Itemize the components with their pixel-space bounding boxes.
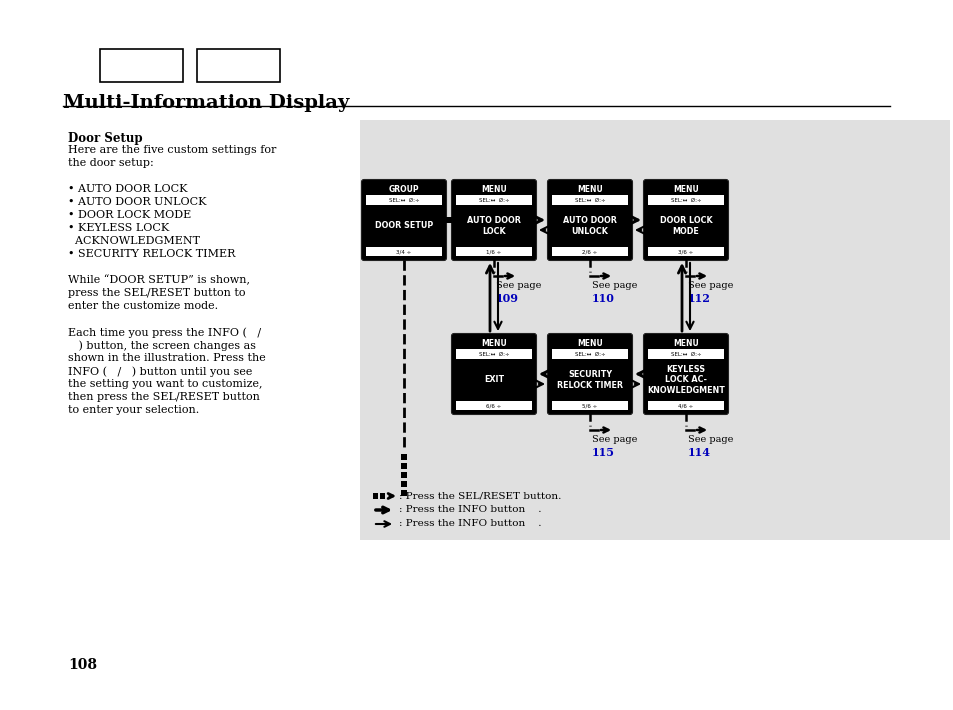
Text: See page: See page — [496, 281, 540, 290]
FancyBboxPatch shape — [451, 180, 536, 261]
Bar — [647, 195, 723, 205]
Bar — [400, 490, 407, 496]
Text: 108: 108 — [68, 658, 97, 672]
Bar — [196, 49, 280, 82]
Text: ) button, the screen changes as: ) button, the screen changes as — [68, 340, 255, 351]
Text: 115: 115 — [592, 447, 615, 458]
Bar — [454, 217, 459, 223]
Bar — [400, 454, 407, 460]
Text: press the SEL/RESET button to: press the SEL/RESET button to — [68, 288, 245, 298]
Text: SEL:↔  Ø:÷: SEL:↔ Ø:÷ — [478, 351, 509, 356]
Bar — [400, 472, 407, 478]
Text: • AUTO DOOR UNLOCK: • AUTO DOOR UNLOCK — [68, 197, 206, 207]
Text: SEL:↔  Ø:÷: SEL:↔ Ø:÷ — [574, 351, 604, 356]
Text: See page: See page — [592, 281, 637, 290]
Text: See page: See page — [592, 435, 637, 444]
Text: 5/6 ÷: 5/6 ÷ — [581, 403, 597, 408]
Text: : Press the SEL/RESET button.: : Press the SEL/RESET button. — [398, 491, 560, 501]
Bar — [647, 349, 723, 359]
Bar — [456, 195, 532, 205]
Text: MENU: MENU — [673, 339, 699, 348]
Bar — [647, 401, 723, 410]
Text: 2/6 ÷: 2/6 ÷ — [581, 249, 597, 254]
Text: enter the customize mode.: enter the customize mode. — [68, 301, 218, 311]
Bar — [647, 247, 723, 256]
Text: 114: 114 — [687, 447, 710, 458]
Text: While “DOOR SETUP” is shown,: While “DOOR SETUP” is shown, — [68, 275, 250, 285]
Text: 109: 109 — [496, 293, 518, 304]
Text: shown in the illustration. Press the: shown in the illustration. Press the — [68, 353, 266, 363]
FancyBboxPatch shape — [643, 180, 728, 261]
Bar — [552, 195, 627, 205]
Text: MENU: MENU — [577, 339, 602, 348]
Text: • KEYLESS LOCK: • KEYLESS LOCK — [68, 223, 169, 233]
Text: Multi-Information Display: Multi-Information Display — [63, 94, 349, 112]
Bar — [379, 493, 385, 499]
Text: AUTO DOOR
LOCK: AUTO DOOR LOCK — [467, 217, 520, 236]
Text: 1/6 ÷: 1/6 ÷ — [486, 249, 501, 254]
Text: AUTO DOOR
UNLOCK: AUTO DOOR UNLOCK — [562, 217, 617, 236]
Text: Door Setup: Door Setup — [68, 132, 143, 145]
Bar — [456, 247, 532, 256]
Bar — [100, 49, 183, 82]
Text: SEL:↔  Ø:÷: SEL:↔ Ø:÷ — [388, 197, 419, 202]
Text: SEL:↔  Ø:÷: SEL:↔ Ø:÷ — [574, 197, 604, 202]
Text: 4/6 ÷: 4/6 ÷ — [678, 403, 693, 408]
Bar — [366, 247, 441, 256]
Bar — [456, 401, 532, 410]
Bar — [359, 120, 949, 540]
Text: the door setup:: the door setup: — [68, 158, 153, 168]
Text: 3/4 ÷: 3/4 ÷ — [395, 249, 411, 254]
Bar — [552, 247, 627, 256]
FancyBboxPatch shape — [547, 180, 632, 261]
Text: DOOR SETUP: DOOR SETUP — [375, 222, 433, 231]
Text: • SECURITY RELOCK TIMER: • SECURITY RELOCK TIMER — [68, 249, 235, 259]
Text: INFO (   /   ) button until you see: INFO ( / ) button until you see — [68, 366, 253, 376]
Text: See page: See page — [687, 435, 733, 444]
Bar — [373, 493, 377, 499]
Bar — [552, 401, 627, 410]
Text: DOOR LOCK
MODE: DOOR LOCK MODE — [659, 217, 712, 236]
Text: SECURITY
RELOCK TIMER: SECURITY RELOCK TIMER — [557, 371, 622, 390]
Text: to enter your selection.: to enter your selection. — [68, 405, 199, 415]
Text: : Press the INFO button    .: : Press the INFO button . — [398, 520, 541, 528]
Text: MENU: MENU — [577, 185, 602, 194]
Text: • AUTO DOOR LOCK: • AUTO DOOR LOCK — [68, 184, 188, 194]
Text: GROUP: GROUP — [388, 185, 419, 194]
FancyBboxPatch shape — [547, 334, 632, 415]
Text: Each time you press the INFO (   /: Each time you press the INFO ( / — [68, 327, 261, 337]
Text: EXIT: EXIT — [483, 376, 503, 385]
Text: SEL:↔  Ø:÷: SEL:↔ Ø:÷ — [670, 197, 700, 202]
Text: MENU: MENU — [673, 185, 699, 194]
Text: the setting you want to customize,: the setting you want to customize, — [68, 379, 262, 389]
FancyBboxPatch shape — [643, 334, 728, 415]
Text: 3/6 ÷: 3/6 ÷ — [678, 249, 693, 254]
Text: : Press the INFO button    .: : Press the INFO button . — [398, 506, 541, 515]
Bar — [552, 349, 627, 359]
Text: MENU: MENU — [480, 339, 506, 348]
FancyBboxPatch shape — [451, 334, 536, 415]
Bar — [400, 481, 407, 487]
Text: ACKNOWLEDGMENT: ACKNOWLEDGMENT — [68, 236, 200, 246]
Text: KEYLESS
LOCK AC-
KNOWLEDGMENT: KEYLESS LOCK AC- KNOWLEDGMENT — [646, 365, 724, 395]
Text: 112: 112 — [687, 293, 710, 304]
Text: SEL:↔  Ø:÷: SEL:↔ Ø:÷ — [478, 197, 509, 202]
Text: SEL:↔  Ø:÷: SEL:↔ Ø:÷ — [670, 351, 700, 356]
Bar — [446, 217, 452, 223]
Bar — [366, 195, 441, 205]
Bar — [456, 349, 532, 359]
Text: Here are the five custom settings for: Here are the five custom settings for — [68, 145, 276, 155]
Text: See page: See page — [687, 281, 733, 290]
FancyBboxPatch shape — [361, 180, 446, 261]
Text: MENU: MENU — [480, 185, 506, 194]
Text: 6/6 ÷: 6/6 ÷ — [486, 403, 501, 408]
Text: then press the SEL/RESET button: then press the SEL/RESET button — [68, 392, 259, 402]
Text: 110: 110 — [592, 293, 615, 304]
Text: • DOOR LOCK MODE: • DOOR LOCK MODE — [68, 210, 191, 220]
Bar — [400, 463, 407, 469]
